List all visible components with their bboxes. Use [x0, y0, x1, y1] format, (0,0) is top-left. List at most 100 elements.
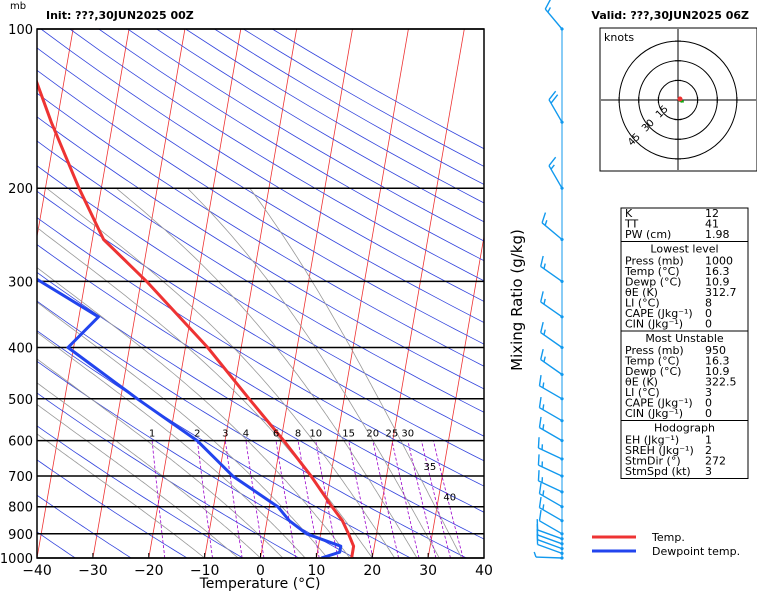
dry-adiabat-line [37, 244, 484, 513]
isotherm-line [427, 234, 484, 558]
wind-barb-column [533, 0, 564, 560]
isotherm-line [37, 29, 130, 558]
index-value: 312.7 [705, 286, 737, 299]
index-value: 0 [705, 397, 712, 410]
moist-adiabat-line [37, 267, 351, 558]
wind-barb-flag [550, 94, 559, 104]
index-value: 41 [705, 218, 719, 231]
wind-barb-halfflag [543, 263, 546, 269]
mixing-ratio-label: 20 [366, 429, 379, 440]
wind-barb-halfflag [550, 164, 555, 170]
wind-barb [544, 0, 564, 31]
index-label: TT [624, 218, 639, 231]
wind-barb-staff [537, 539, 563, 550]
wind-barb-halfflag [543, 329, 546, 336]
wind-barb-flag [548, 90, 557, 101]
index-label: EH (Jkg⁻¹) [625, 434, 679, 447]
index-value: 8 [705, 297, 712, 310]
x-tick-label: 10 [307, 563, 325, 579]
mixing-ratio-line [245, 440, 265, 558]
index-label: SREH (Jkg⁻¹) [625, 444, 694, 457]
wind-barb-flag [540, 321, 544, 333]
legend-label: Temp. [651, 531, 685, 544]
wind-barb-halfflag [542, 504, 545, 510]
moist-adiabat-line [249, 187, 463, 558]
wind-barb-halfflag [542, 404, 545, 410]
hodograph-title: knots [604, 31, 634, 44]
wind-barb [540, 321, 564, 350]
wind-barb-staff [540, 332, 563, 349]
index-label: Temp (°C) [624, 265, 680, 278]
index-label: LI (°C) [625, 386, 660, 399]
wind-barb [538, 510, 564, 536]
mixing-ratio-label: 6 [273, 429, 279, 440]
wind-barb-flag [536, 519, 539, 530]
index-label: CAPE (Jkg⁻¹) [625, 307, 693, 320]
x-tick-label: 20 [363, 563, 381, 579]
wind-barb-flag [540, 255, 544, 267]
pressure-unit-label: mb [10, 1, 26, 12]
wind-barb [541, 212, 564, 242]
index-value: 3 [705, 386, 712, 399]
index-label: Press (mb) [625, 344, 684, 357]
mixing-ratio-label: 3 [222, 429, 228, 440]
dry-adiabat-line [37, 271, 484, 540]
wind-barb-staff [544, 8, 563, 30]
isotherm-line [92, 29, 186, 558]
mixing-ratio-line [297, 440, 320, 558]
wind-barb [540, 291, 564, 319]
x-tick-label: 30 [419, 563, 437, 579]
index-value: 1.98 [705, 228, 730, 241]
wind-barb [537, 437, 564, 461]
index-label: Dewp (°C) [625, 365, 681, 378]
x-tick-label: −10 [190, 563, 220, 579]
wind-barb-flag [538, 396, 542, 408]
wind-barb-staff [538, 480, 563, 493]
mixing-ratio-label: 15 [342, 429, 355, 440]
y-tick-label: 600 [8, 435, 33, 450]
index-label: CIN (Jkg⁻¹) [625, 407, 683, 420]
wind-barb [538, 416, 564, 443]
dry-adiabat-line [127, 29, 484, 242]
legend: Temp.Dewpoint temp. [592, 531, 740, 558]
index-value: 3 [705, 465, 712, 478]
moist-adiabat-line [37, 382, 261, 558]
wind-barb [548, 90, 564, 124]
wind-barb-flag [537, 470, 540, 481]
mixing-ratio-label: 10 [309, 429, 322, 440]
dry-adiabat-line [37, 300, 467, 558]
index-value: 2 [705, 444, 712, 457]
isotherm-line [204, 29, 297, 558]
wind-barb [538, 482, 564, 509]
y-tick-label: 700 [8, 470, 33, 485]
index-label: θE (K) [625, 376, 658, 389]
x-tick-label: 40 [475, 563, 493, 579]
index-value: 10.9 [705, 276, 730, 289]
wind-barb-flag [538, 482, 542, 494]
wind-barb-flag [537, 437, 540, 449]
wind-barb [538, 496, 564, 523]
mixing-ratio-label: 4 [243, 429, 249, 440]
mixing-ratio-line [275, 440, 297, 558]
x-tick-label: −20 [134, 563, 164, 579]
index-label: θE (K) [625, 286, 658, 299]
isotherm-line [371, 29, 465, 558]
x-axis-title: Temperature (°C) [199, 576, 321, 591]
dry-adiabat-line [37, 116, 484, 390]
dry-adiabat-line [37, 459, 188, 558]
wind-barb-halfflag [542, 382, 545, 388]
dry-adiabat-line [37, 217, 484, 487]
x-tick-label: −30 [78, 563, 108, 579]
wind-barb [533, 551, 564, 560]
wind-barb-staff [539, 507, 563, 522]
dry-adiabat-line [98, 29, 484, 262]
wind-barb-halfflag [543, 298, 546, 305]
wind-barb-halfflag [542, 490, 545, 496]
sounding-profiles [37, 78, 356, 558]
index-value: 0 [705, 307, 712, 320]
index-value: 1 [705, 434, 712, 447]
wind-barb-halfflag [541, 444, 544, 450]
dry-adiabat-line [40, 29, 484, 302]
wind-barb-staff [541, 222, 563, 241]
